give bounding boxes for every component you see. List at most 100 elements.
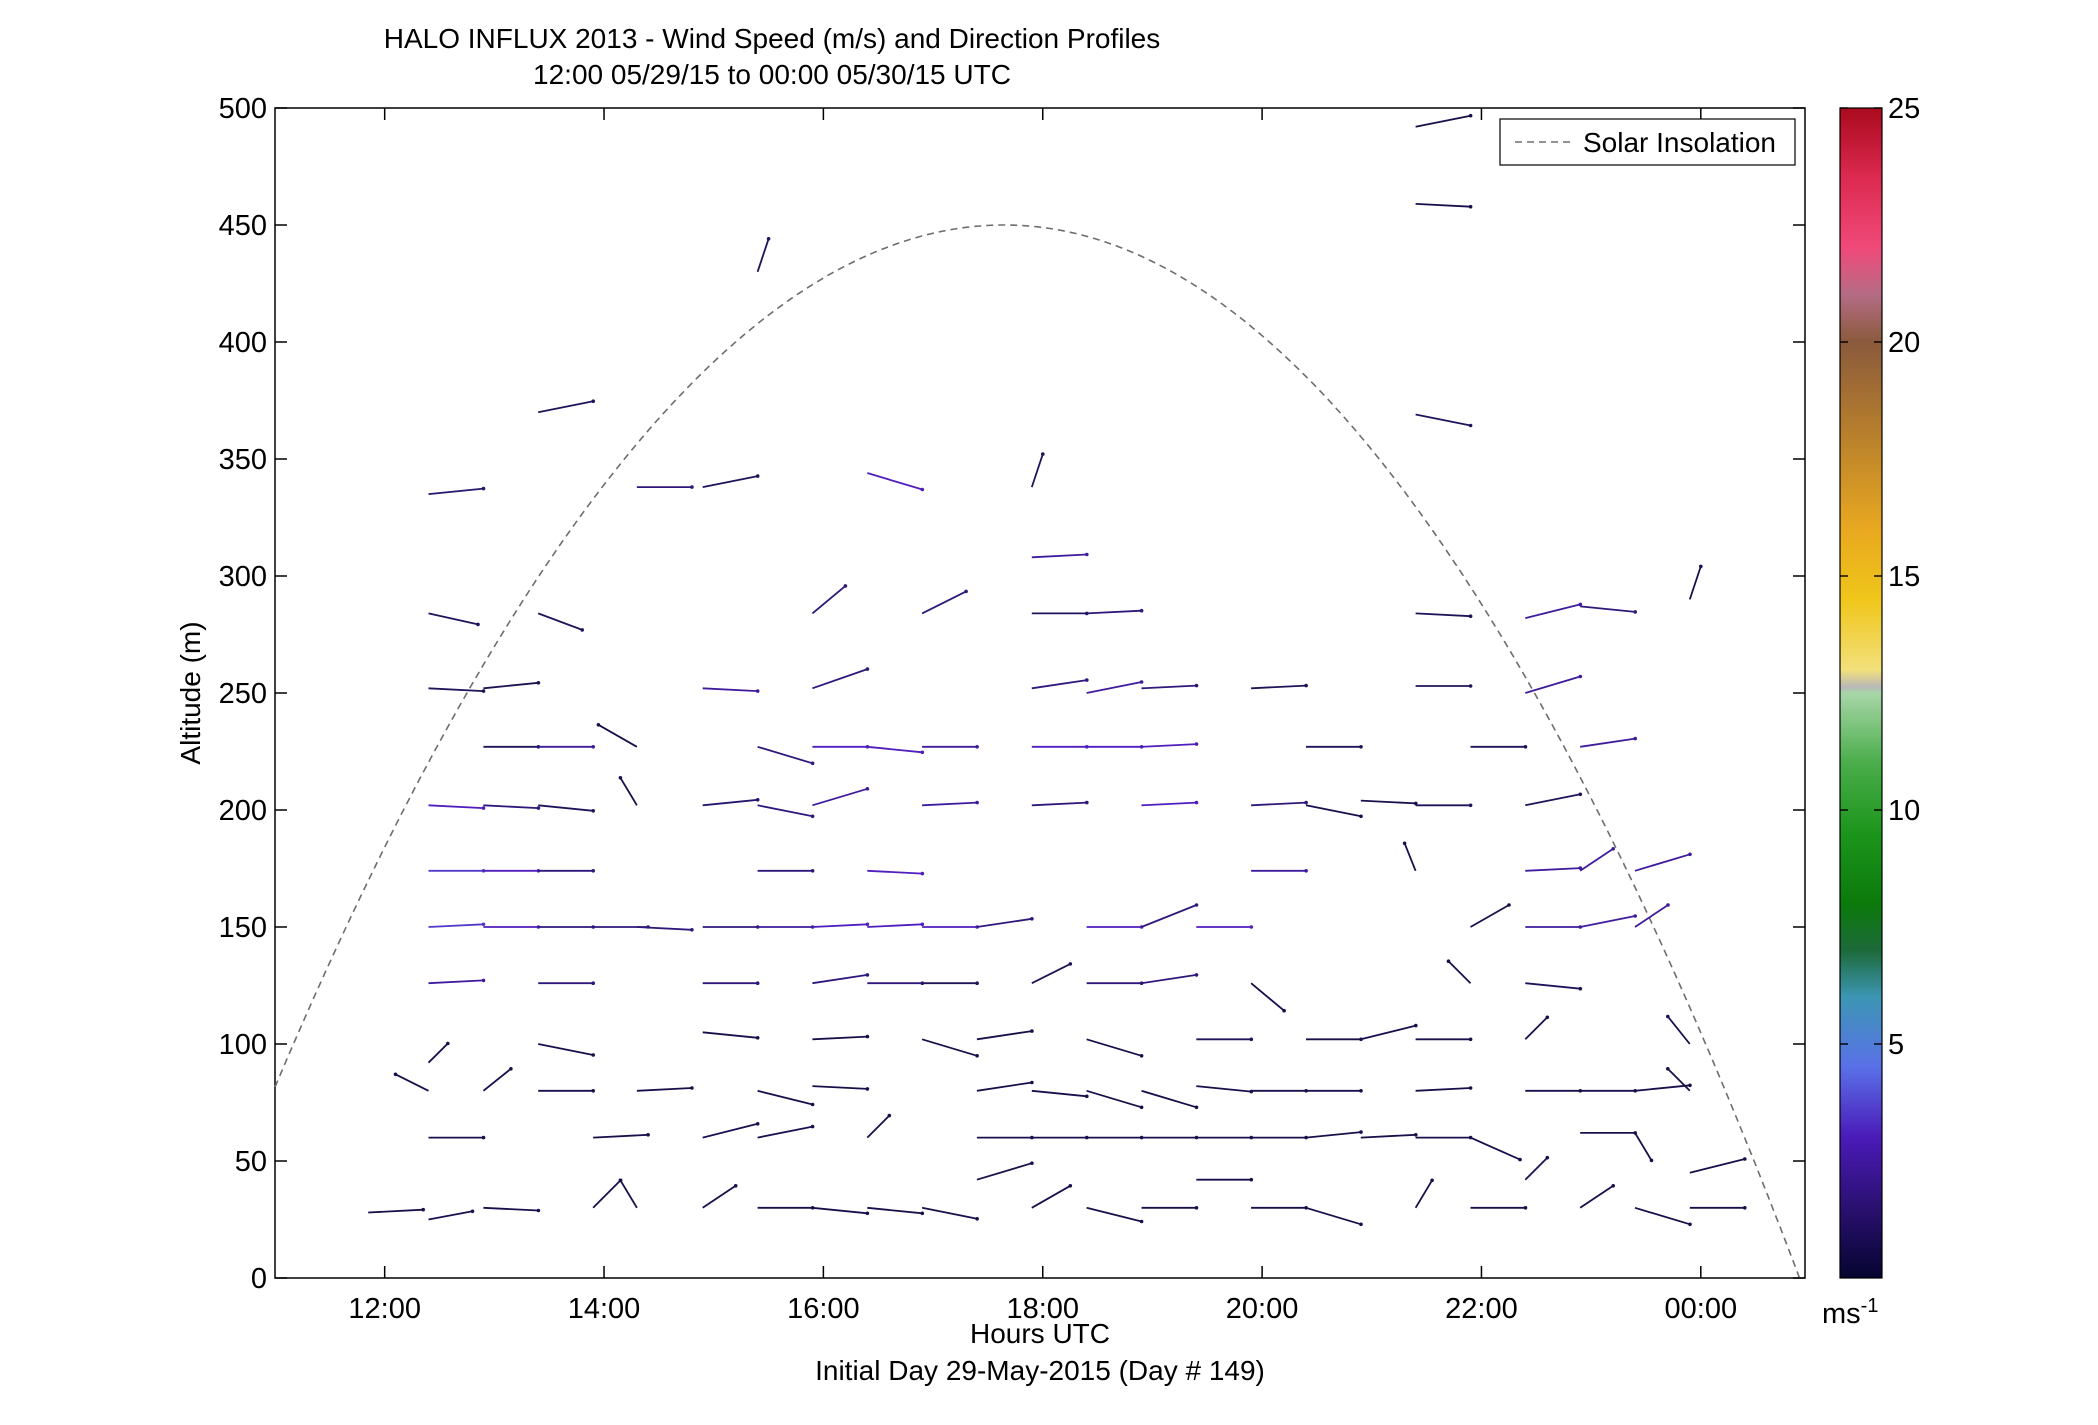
wind-vector — [921, 1206, 978, 1220]
colorbar-tick-label: 20 — [1888, 327, 1920, 359]
y-tick-label: 400 — [219, 327, 267, 359]
wind-vector — [1086, 1206, 1142, 1223]
legend-solar-insolation-label: Solar Insolation — [1583, 127, 1776, 158]
wind-vector-head — [1304, 800, 1308, 805]
wind-vector-head — [755, 798, 760, 802]
wind-vector-head — [536, 806, 541, 810]
x-tick-label: 00:00 — [1665, 1293, 1738, 1325]
wind-vector — [1415, 612, 1471, 618]
wind-vector — [812, 1206, 868, 1215]
wind-vector-head — [690, 485, 694, 489]
wind-vector-head — [1030, 1161, 1034, 1165]
wind-vector — [1580, 605, 1636, 613]
wind-vector — [1525, 867, 1581, 872]
wind-vector — [867, 1206, 923, 1215]
wind-vector-head — [596, 723, 601, 727]
wind-vector — [757, 745, 813, 765]
x-tick-label: 20:00 — [1226, 1293, 1299, 1325]
y-tick-label: 450 — [219, 210, 267, 242]
wind-vector — [1305, 1131, 1362, 1139]
wind-vector — [1086, 1089, 1142, 1109]
wind-vector — [482, 1068, 512, 1092]
wind-vector — [1689, 1158, 1746, 1174]
wind-vector — [702, 1031, 758, 1039]
wind-vector-head — [1139, 1054, 1144, 1058]
wind-vector — [867, 923, 923, 928]
x-axis-sublabel: Initial Day 29-May-2015 (Day # 149) — [815, 1355, 1265, 1386]
wind-vector-head — [1666, 903, 1670, 907]
wind-vector-head — [964, 589, 968, 594]
y-axis-label: Altitude (m) — [175, 621, 206, 764]
wind-vector-head — [1468, 113, 1473, 118]
wind-vector-head — [1468, 1037, 1473, 1042]
wind-vector — [1141, 684, 1197, 690]
wind-vector-head — [481, 978, 486, 983]
wind-vector-head — [1743, 1157, 1747, 1161]
wind-vector-head — [755, 1036, 760, 1040]
wind-vector-head — [1194, 1206, 1199, 1210]
wind-vector-head — [1468, 614, 1473, 618]
wind-vector-head — [1194, 1105, 1199, 1110]
wind-vector-head — [1468, 803, 1473, 808]
chart-title: HALO INFLUX 2013 - Wind Speed (m/s) and … — [384, 23, 1161, 54]
wind-vector-head — [755, 1122, 760, 1126]
wind-vector — [1141, 904, 1197, 928]
wind-vector — [1141, 743, 1197, 748]
wind-vector-head — [481, 486, 486, 491]
wind-vector — [922, 801, 978, 807]
wind-vector-head — [920, 922, 925, 927]
wind-vector-head — [975, 745, 979, 749]
wind-vector — [1086, 1038, 1142, 1057]
wind-vector-head — [1518, 1157, 1522, 1162]
wind-vector-head — [446, 1041, 450, 1046]
wind-vector-head — [1468, 423, 1473, 428]
wind-vector-head — [1139, 1219, 1144, 1224]
wind-vector-head — [755, 474, 760, 478]
wind-vector — [812, 668, 868, 690]
wind-vector — [428, 612, 479, 626]
wind-vector — [597, 724, 638, 748]
wind-vector — [428, 1210, 473, 1221]
wind-vector — [1688, 566, 1702, 600]
wind-vector — [1031, 963, 1071, 985]
wind-vector — [1447, 960, 1472, 984]
wind-vector — [1524, 1157, 1548, 1181]
wind-vector-head — [1282, 1008, 1286, 1013]
wind-vector-head — [1611, 847, 1615, 851]
wind-vector — [636, 926, 692, 931]
wind-vector — [1579, 848, 1614, 872]
wind-vector-head — [920, 1211, 925, 1216]
solar-insolation-curve — [274, 224, 1801, 1279]
wind-vector-head — [1085, 1094, 1089, 1099]
wind-vector — [1141, 974, 1197, 985]
wind-vector-head — [1468, 684, 1473, 688]
wind-vector — [1250, 982, 1285, 1012]
x-axis-ticks: 12:00 14:00 16:00 18:00 20:00 22:00 00:00 — [348, 108, 1737, 1325]
wind-vector — [1415, 114, 1471, 128]
wind-vector-head — [1545, 1015, 1550, 1020]
wind-vector-head — [1359, 1130, 1363, 1134]
wind-vector-head — [470, 1209, 475, 1214]
colorbar-tick-label: 5 — [1888, 1029, 1904, 1061]
y-tick-label: 500 — [219, 93, 267, 125]
wind-vector-head — [618, 1178, 623, 1183]
wind-vector-head — [1578, 866, 1583, 870]
wind-vector — [1525, 793, 1581, 807]
wind-vector-head — [421, 1207, 426, 1212]
wind-vector-head — [1688, 1083, 1692, 1088]
y-tick-label: 100 — [219, 1029, 267, 1061]
wind-vector-head — [1085, 678, 1089, 682]
y-tick-label: 300 — [219, 561, 267, 593]
wind-vector-head — [690, 928, 694, 932]
wind-vector-head — [1688, 1222, 1692, 1227]
y-tick-label: 350 — [219, 444, 267, 476]
wind-vector-head — [1085, 552, 1089, 557]
wind-vector — [619, 1179, 638, 1209]
y-tick-label: 150 — [219, 912, 267, 944]
wind-vector-head — [1414, 1023, 1418, 1028]
wind-vector-head — [1030, 1080, 1034, 1085]
wind-vector — [1086, 681, 1142, 694]
wind-vector-head — [1359, 814, 1363, 819]
wind-vector — [1251, 684, 1307, 690]
wind-vector-head — [810, 1124, 815, 1129]
